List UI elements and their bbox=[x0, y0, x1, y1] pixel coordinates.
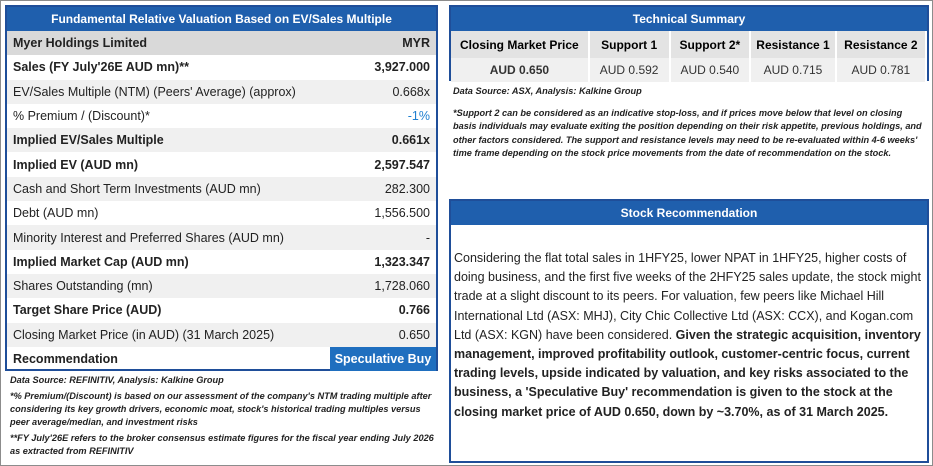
row-label: Debt (AUD mn) bbox=[13, 206, 99, 221]
cell: AUD 0.540 bbox=[669, 58, 752, 82]
text-bold: Given the strategic acquisition, invento… bbox=[454, 327, 921, 419]
note: Data Source: REFINITIV, Analysis: Kalkin… bbox=[10, 375, 224, 385]
valuation-panel: Fundamental Relative Valuation Based on … bbox=[5, 5, 438, 372]
row-value: Speculative Buy bbox=[330, 346, 436, 372]
row-value: 0.650 bbox=[398, 327, 430, 342]
technical-table: Closing Market Price Support 1 Support 2* R… bbox=[451, 31, 928, 82]
table-row: Myer Holdings Limited MYR bbox=[7, 31, 436, 56]
column-header: Support 1 bbox=[588, 31, 671, 58]
recommendation-panel: Stock Recommendation Considering the fla… bbox=[449, 199, 929, 463]
column-header: Resistance 2 bbox=[835, 31, 928, 58]
row-label: Implied EV (AUD mn) bbox=[13, 157, 139, 172]
row-value: - bbox=[425, 230, 430, 245]
table-row: Implied Market Cap (AUD mn) 1,323.347 bbox=[7, 250, 436, 274]
row-label: Recommendation bbox=[13, 352, 118, 366]
row-label: EV/Sales Multiple (NTM) (Peers' Average)… bbox=[13, 84, 296, 99]
row-value: 0.766 bbox=[398, 303, 430, 318]
row-value: MYR bbox=[402, 36, 430, 51]
table-row: Shares Outstanding (mn) 1,728.060 bbox=[7, 273, 436, 299]
technical-panel: Technical Summary Closing Market Price Su… bbox=[449, 5, 929, 82]
row-label: Cash and Short Term Investments (AUD mn) bbox=[13, 181, 261, 196]
row-value: 1,556.500 bbox=[374, 206, 430, 221]
table-row: Implied EV (AUD mn) 2,597.547 bbox=[7, 152, 436, 176]
table-row: EV/Sales Multiple (NTM) (Peers' Average)… bbox=[7, 79, 436, 104]
note: **FY July'26E refers to the broker conse… bbox=[10, 433, 434, 456]
valuation-notes: Data Source: REFINITIV, Analysis: Kalkin… bbox=[10, 374, 435, 461]
technical-title: Technical Summary bbox=[451, 7, 927, 31]
table-row: Cash and Short Term Investments (AUD mn)… bbox=[7, 176, 436, 202]
table-row: Closing Market Price (in AUD) (31 March … bbox=[7, 322, 436, 347]
row-label: % Premium / (Discount)* bbox=[13, 109, 150, 124]
recommendation-title: Stock Recommendation bbox=[451, 201, 927, 225]
row-value: 3,927.000 bbox=[374, 60, 430, 75]
cell: AUD 0.650 bbox=[451, 58, 590, 82]
table-row: Implied EV/Sales Multiple 0.661x bbox=[7, 128, 436, 153]
row-label: Sales (FY July'26E AUD mn)** bbox=[13, 60, 189, 75]
row-value: 1,728.060 bbox=[374, 279, 430, 294]
table-row: Debt (AUD mn) 1,556.500 bbox=[7, 201, 436, 225]
row-label: Implied EV/Sales Multiple bbox=[13, 133, 164, 148]
row-value: 282.300 bbox=[384, 181, 430, 196]
recommendation-text: Considering the flat total sales in 1HFY… bbox=[451, 225, 927, 422]
row-label: Minority Interest and Preferred Shares (… bbox=[13, 230, 284, 245]
cell: AUD 0.715 bbox=[750, 58, 837, 82]
note: *Support 2 can be considered as an indic… bbox=[453, 107, 922, 159]
row-label: Implied Market Cap (AUD mn) bbox=[13, 254, 189, 269]
row-label: Target Share Price (AUD) bbox=[13, 303, 162, 318]
source: Data Source: ASX, Analysis: Kalkine Grou… bbox=[453, 86, 642, 96]
cell: AUD 0.781 bbox=[835, 58, 928, 82]
table-row: % Premium / (Discount)* -1% bbox=[7, 104, 436, 128]
cell: AUD 0.592 bbox=[588, 58, 671, 82]
row-label: Myer Holdings Limited bbox=[13, 36, 148, 51]
valuation-table: Myer Holdings Limited MYR Sales (FY July'2… bbox=[7, 31, 436, 372]
column-header: Resistance 1 bbox=[750, 31, 837, 58]
column-header: Support 2* bbox=[669, 31, 752, 58]
note: *% Premium/(Discount) is based on our as… bbox=[10, 391, 432, 427]
row-label: Shares Outstanding (mn) bbox=[13, 279, 153, 294]
column-header: Closing Market Price bbox=[451, 31, 590, 58]
table-row: Sales (FY July'26E AUD mn)** 3,927.000 bbox=[7, 55, 436, 79]
row-value: -1% bbox=[407, 109, 430, 124]
valuation-title: Fundamental Relative Valuation Based on … bbox=[7, 7, 436, 31]
table-row: Recommendation Speculative Buy bbox=[7, 346, 436, 372]
table-row: Target Share Price (AUD) 0.766 bbox=[7, 298, 436, 322]
row-value: 0.661x bbox=[391, 133, 430, 148]
text: Considering the flat total sales in 1HFY… bbox=[454, 251, 921, 342]
technical-notes: Data Source: ASX, Analysis: Kalkine Grou… bbox=[449, 83, 929, 163]
row-value: 0.668x bbox=[392, 84, 430, 99]
row-value: 1,323.347 bbox=[374, 254, 430, 269]
table-row: Minority Interest and Preferred Shares (… bbox=[7, 225, 436, 250]
row-label: Closing Market Price (in AUD) (31 March … bbox=[13, 327, 275, 342]
row-value: 2,597.547 bbox=[374, 157, 430, 172]
